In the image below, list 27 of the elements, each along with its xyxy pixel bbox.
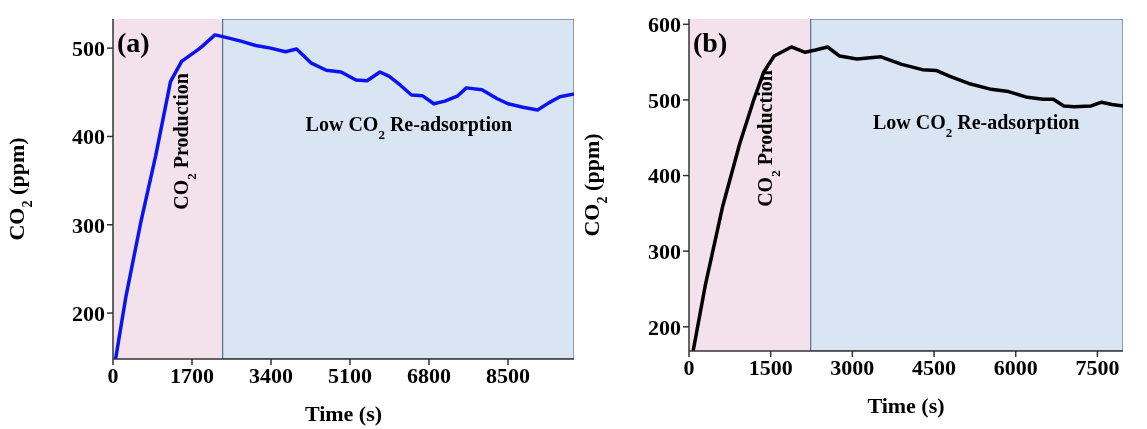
- band-label: Low CO$_{2}$ Re-adsorption: [305, 113, 513, 142]
- y-tick-label: 400: [72, 124, 105, 150]
- y-tick-label: 200: [648, 314, 681, 340]
- annotation: (a): [117, 27, 150, 58]
- x-tick-label: 0: [683, 354, 695, 380]
- y-tick-label: 200: [72, 300, 105, 326]
- x-tick-label: 6000: [993, 354, 1038, 380]
- annotation: (b): [693, 27, 728, 58]
- x-tick-label: 0: [107, 362, 119, 388]
- x-axis-title: Time (s): [867, 393, 945, 418]
- x-tick-label: 5100: [328, 362, 373, 388]
- x-tick-label: 3000: [830, 354, 875, 380]
- x-tick-label: 4500: [912, 354, 957, 380]
- y-tick-label: 500: [72, 35, 105, 61]
- y-tick-label: 400: [648, 163, 681, 189]
- x-tick-label: 1700: [170, 362, 214, 388]
- band-label: Low CO$_{2}$ Re-adsorption: [872, 110, 1080, 140]
- x-tick-label: 1500: [748, 354, 793, 380]
- x-tick-label: 3400: [249, 362, 293, 388]
- x-tick-label: 7500: [1075, 354, 1120, 380]
- x-axis-title: Time (s): [304, 401, 383, 426]
- x-tick-label: 8500: [486, 362, 531, 388]
- x-tick-label: 6800: [407, 362, 452, 388]
- y-tick-label: 300: [648, 238, 681, 264]
- y-tick-label: 600: [648, 12, 681, 38]
- y-tick-label: 500: [648, 87, 681, 113]
- y-tick-label: 300: [72, 212, 105, 238]
